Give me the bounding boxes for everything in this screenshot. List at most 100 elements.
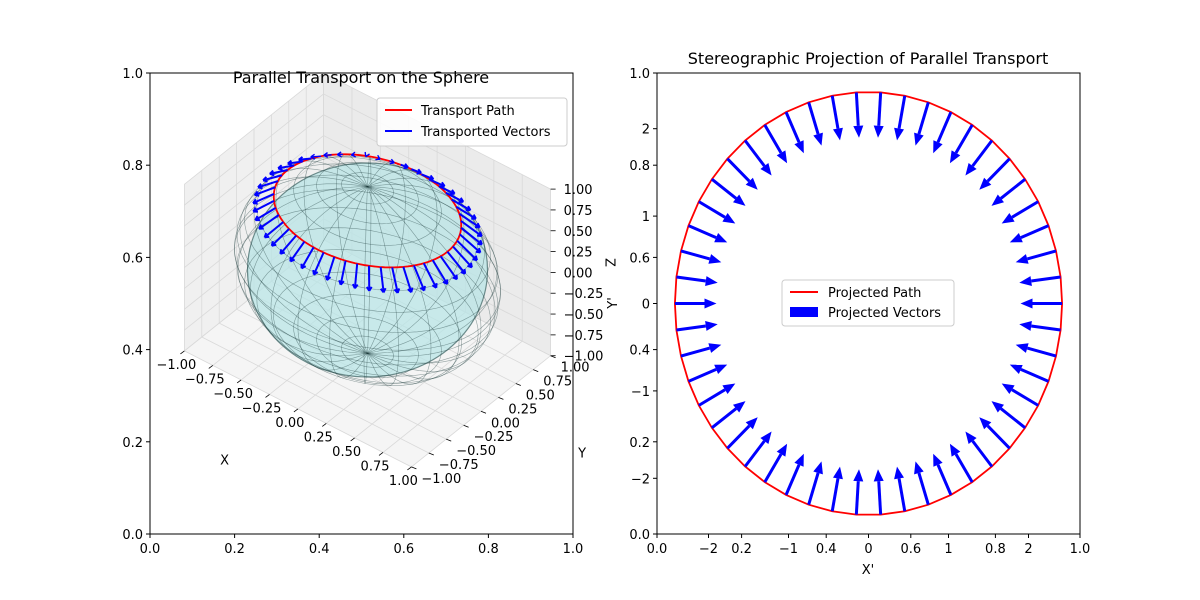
x3d-tick-mark (378, 452, 384, 456)
projected-vector-head (813, 132, 823, 146)
transported-vectors-3d (252, 151, 483, 294)
z3d-tick-label: −1.00 (564, 350, 604, 365)
left-ytick-label: 0.4 (122, 344, 143, 359)
projected-vector-shaft (877, 481, 883, 515)
vector-3d-shaft (460, 227, 483, 246)
projected-vector-head (776, 443, 788, 457)
sphere-meridian (367, 186, 498, 354)
x3d-tick-mark (350, 437, 355, 442)
vector-3d-head-r (419, 286, 425, 292)
projected-vector-head (833, 127, 843, 141)
projected-vector-head (745, 177, 758, 190)
right-frame-xtick-label: 0.4 (816, 542, 837, 557)
projected-vector-head (853, 125, 864, 138)
y3d-tick-mark (428, 452, 434, 456)
right-frame-ytick-label: 1.0 (629, 67, 650, 82)
projected-vector-shaft (971, 440, 994, 468)
z3d-axis-label: Z (602, 258, 617, 267)
vector-3d-head-r (452, 276, 458, 281)
vector-3d-head-r (416, 171, 422, 175)
projected-vector-head (914, 461, 924, 475)
right-frame-xtick-label: 0.6 (900, 542, 921, 557)
x3d-tick-label: 1.00 (389, 474, 418, 489)
right-ytick-label: −2 (631, 472, 650, 487)
vector-3d-shaft (300, 246, 315, 269)
vector-3d-head-r (407, 288, 412, 294)
legend-projected-vectors-label: Projected Vectors (828, 306, 941, 321)
vector-3d-head-r (253, 190, 259, 196)
projected-vector-head (1009, 364, 1023, 374)
sphere-meridian (367, 184, 485, 354)
sphere-meridian (270, 186, 368, 363)
vector-3d-shaft (262, 174, 283, 182)
z3d-tick-label: 0.25 (564, 246, 593, 261)
vector-3d-shaft (458, 212, 481, 229)
projected-vector-head (708, 254, 722, 264)
vector-3d-head-r (460, 271, 466, 275)
vector-3d-shaft (439, 255, 458, 280)
vector-3d-shaft (422, 262, 438, 289)
vector-3d-shaft (421, 173, 434, 181)
vector-3d-shaft (263, 221, 284, 239)
projected-vector-head (705, 276, 718, 286)
vector-3d-head-r (364, 151, 367, 157)
sphere-parallel (244, 163, 491, 313)
projected-vector-head (794, 453, 804, 467)
projected-vector-head (979, 417, 992, 430)
vector-3d-shaft (312, 252, 325, 276)
projected-vectors (674, 92, 1063, 515)
projected-vector-head (708, 343, 722, 353)
vector-3d-head-r (467, 264, 473, 269)
vector-3d-shaft (310, 155, 322, 158)
vector-3d-head-r (403, 166, 409, 170)
vector-3d-head-r (279, 249, 283, 255)
z3d-tick-label: −0.50 (564, 308, 604, 323)
projected-vector-head (714, 364, 728, 374)
z3d-tick-label: 0.50 (564, 225, 593, 240)
projected-vector-shaft (897, 478, 907, 512)
projected-vector-head (1009, 233, 1023, 243)
x3d-tick-label: −0.50 (213, 387, 253, 402)
z3d-tick-label: −0.25 (564, 287, 604, 302)
projected-vector-head (991, 401, 1004, 413)
projected-vector-head (949, 150, 961, 164)
legend-vectors-label: Transported Vectors (420, 125, 551, 140)
vector-3d-head-r (393, 288, 399, 294)
projected-vector-shaft (854, 92, 860, 126)
vector-3d-head-r (351, 283, 356, 289)
right-frame-ytick-label: 0.4 (629, 344, 650, 359)
vector-3d-head-r (270, 241, 274, 247)
left-xtick-label: 0.6 (393, 542, 414, 557)
projected-vector-head (760, 163, 772, 176)
projected-vector-shaft (743, 139, 766, 167)
x3d-tick-label: −0.25 (242, 401, 282, 416)
projected-vector-head (991, 194, 1004, 206)
sphere-parallel (293, 155, 442, 246)
x3d-tick-label: 0.25 (304, 430, 333, 445)
legend-projected-vectors-swatch (790, 307, 818, 317)
sphere-parallel (341, 172, 394, 205)
vector-3d-head-r (379, 288, 385, 294)
vector-3d-head-r (324, 275, 328, 281)
vector-3d-shaft (279, 234, 297, 255)
projected-vector-head (813, 461, 823, 475)
sphere-meridian (239, 176, 368, 354)
projected-vector-head (1020, 298, 1033, 309)
projected-vector-head (914, 132, 924, 146)
sphere-meridian (329, 186, 368, 379)
projected-vector-head (965, 431, 977, 444)
vector-3d-head-r (475, 250, 481, 254)
vector-3d-head-r (428, 178, 434, 181)
vector-3d-shaft (257, 180, 279, 189)
z3d-tick-label: 1.00 (564, 183, 593, 198)
right-frame-xtick-label: 1.0 (1070, 542, 1091, 557)
pane-gridline (184, 114, 324, 227)
projected-vector-shaft (936, 464, 953, 496)
vector-3d-head-r (269, 169, 274, 175)
projected-vector-shaft (710, 178, 738, 200)
vector-3d-shaft (431, 259, 449, 285)
projected-vector-shaft (726, 424, 751, 450)
projected-vector-head (894, 466, 904, 480)
left-frame-ticks: 0.0 0.2 0.4 0.6 0.8 1.0 0.0 0.2 0.4 0.6 0.8 1.0 (122, 67, 583, 557)
right-xtick-label: −1 (779, 542, 798, 557)
